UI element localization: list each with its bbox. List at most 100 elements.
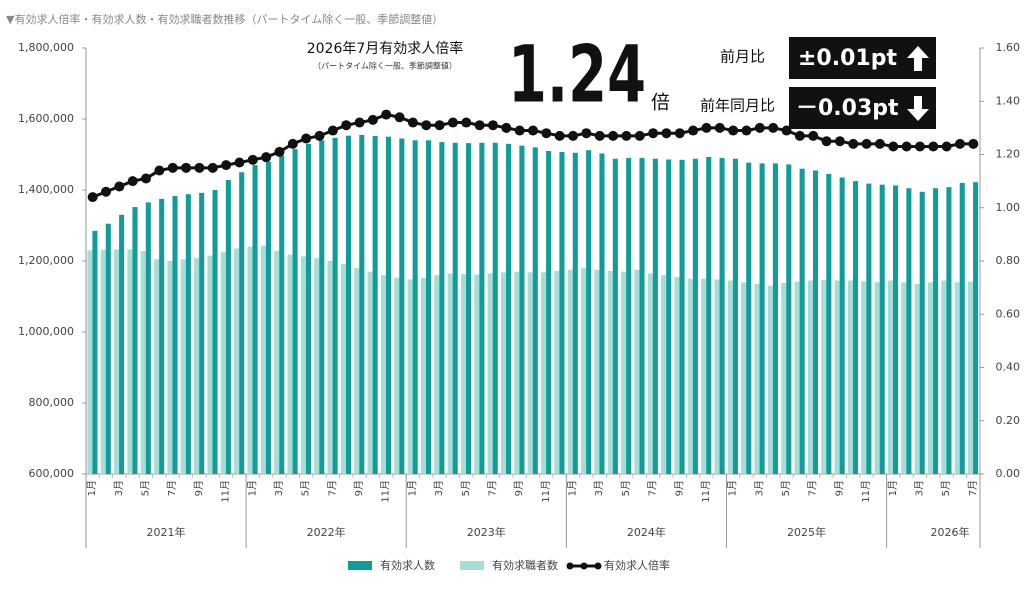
bar: [100, 249, 106, 474]
line-marker: [914, 141, 925, 152]
bar: [967, 281, 974, 474]
line-marker: [634, 130, 645, 141]
bar: [666, 159, 672, 474]
bar: [652, 158, 658, 474]
bar: [612, 158, 618, 474]
line-marker: [167, 162, 178, 173]
line-marker: [221, 160, 232, 171]
bar: [759, 163, 765, 474]
x-tick-label: 1月: [887, 480, 899, 496]
legend-label: 有効求職者数: [492, 558, 558, 572]
line-marker: [781, 125, 792, 136]
line-marker: [274, 146, 285, 157]
bar: [621, 271, 627, 474]
bar: [114, 249, 120, 474]
x-tick-label: 3月: [913, 480, 925, 496]
bar: [319, 140, 325, 475]
bar: [906, 188, 912, 474]
bar: [786, 164, 792, 474]
x-tick-label: 7月: [807, 480, 819, 496]
bar: [487, 273, 493, 474]
y-tick-label: 800,000: [29, 396, 75, 409]
line-marker: [154, 165, 165, 176]
x-tick-label: 5月: [300, 480, 312, 496]
line-marker: [354, 117, 365, 128]
line-marker: [794, 130, 805, 141]
bar: [714, 279, 720, 474]
bar: [420, 278, 426, 474]
bar: [626, 158, 632, 475]
legend-swatch: [460, 561, 484, 570]
x-tick-label: 1月: [727, 480, 739, 496]
line-marker: [768, 122, 779, 133]
bar: [941, 280, 947, 474]
bar: [399, 138, 405, 474]
line-marker: [941, 141, 952, 152]
bar: [359, 134, 365, 474]
line-marker: [381, 109, 392, 120]
line-marker: [888, 141, 899, 152]
bar: [145, 202, 151, 475]
bar: [300, 256, 306, 474]
legend-label: 有効求人数: [380, 558, 435, 572]
line-marker: [487, 120, 498, 131]
bar: [866, 183, 872, 475]
bar: [781, 283, 787, 474]
line-marker: [127, 176, 138, 187]
bar: [767, 285, 773, 474]
bar: [167, 261, 173, 474]
line-marker: [474, 120, 485, 131]
bar: [274, 251, 280, 474]
bar: [594, 269, 600, 474]
line-marker: [341, 120, 352, 131]
bar: [367, 271, 373, 474]
line-marker: [101, 186, 112, 197]
y2-tick-label: 1.60: [996, 41, 1021, 54]
bar: [466, 143, 472, 474]
bar: [607, 270, 613, 474]
yoy-value: －0.03pt: [796, 96, 899, 121]
line-marker: [861, 138, 872, 149]
bar: [674, 276, 680, 474]
y2-tick-label: 0.60: [996, 307, 1021, 320]
bar: [140, 251, 146, 474]
bar: [252, 165, 258, 474]
line-marker: [648, 128, 659, 139]
line-marker: [247, 154, 258, 165]
headline-unit: 倍: [651, 92, 670, 114]
bar: [439, 142, 445, 474]
legend-marker: [580, 562, 588, 570]
x-tick-label: 1月: [406, 480, 418, 496]
bar: [946, 187, 952, 474]
bar: [385, 136, 392, 474]
x-tick-label: 9月: [353, 480, 365, 496]
line-marker: [447, 117, 458, 128]
yoy-label: 前年同月比: [700, 97, 775, 115]
line-marker: [808, 130, 819, 141]
line-marker: [848, 138, 859, 149]
bar: [492, 142, 498, 474]
line-marker: [594, 130, 605, 141]
line-marker: [968, 138, 979, 149]
bar: [893, 185, 899, 474]
bar: [394, 277, 400, 474]
bar: [500, 272, 507, 474]
line-marker: [581, 128, 592, 139]
line-marker: [407, 117, 418, 128]
line-marker: [287, 138, 298, 149]
bar: [434, 275, 440, 474]
x-tick-label: 9月: [673, 480, 685, 496]
bar: [954, 282, 960, 474]
bar: [412, 140, 418, 475]
page-title: ▼有効求人倍率・有効求人数・有効求職者数推移（パートタイム除く一般、季節調整値）: [6, 12, 443, 26]
line-marker: [87, 192, 98, 203]
bar: [292, 149, 298, 475]
line-marker: [688, 125, 699, 136]
bar: [532, 147, 538, 474]
bar: [407, 279, 413, 474]
bar: [559, 152, 565, 474]
x-tick-label: 7月: [486, 480, 498, 496]
bar: [279, 155, 285, 474]
x-tick-label: 3月: [113, 480, 125, 496]
bar: [554, 270, 560, 474]
